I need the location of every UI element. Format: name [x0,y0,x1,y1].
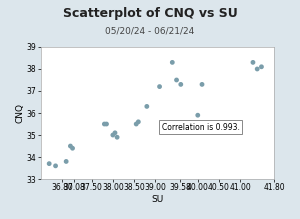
Point [70,147,75,150]
Point [174,78,179,82]
Point [170,61,175,64]
Point [104,122,109,126]
Point [102,122,107,126]
Point [200,83,204,86]
Point [112,131,117,135]
Point [115,136,119,139]
Point [64,160,69,163]
Point [250,61,255,64]
Text: Scatterplot of CNQ vs SU: Scatterplot of CNQ vs SU [63,7,237,19]
Point [47,162,52,165]
Y-axis label: CNQ: CNQ [15,103,24,123]
Point [110,133,115,137]
Point [144,105,149,108]
Text: 05/20/24 - 06/21/24: 05/20/24 - 06/21/24 [105,26,195,35]
Point [259,65,264,69]
Point [68,144,73,148]
Point [136,120,141,124]
X-axis label: SU: SU [151,195,164,204]
Point [178,83,183,86]
Text: Correlation is 0.993.: Correlation is 0.993. [162,122,240,132]
Point [134,122,139,126]
Point [53,164,58,168]
Point [195,113,200,117]
Point [255,67,260,71]
Point [157,85,162,88]
